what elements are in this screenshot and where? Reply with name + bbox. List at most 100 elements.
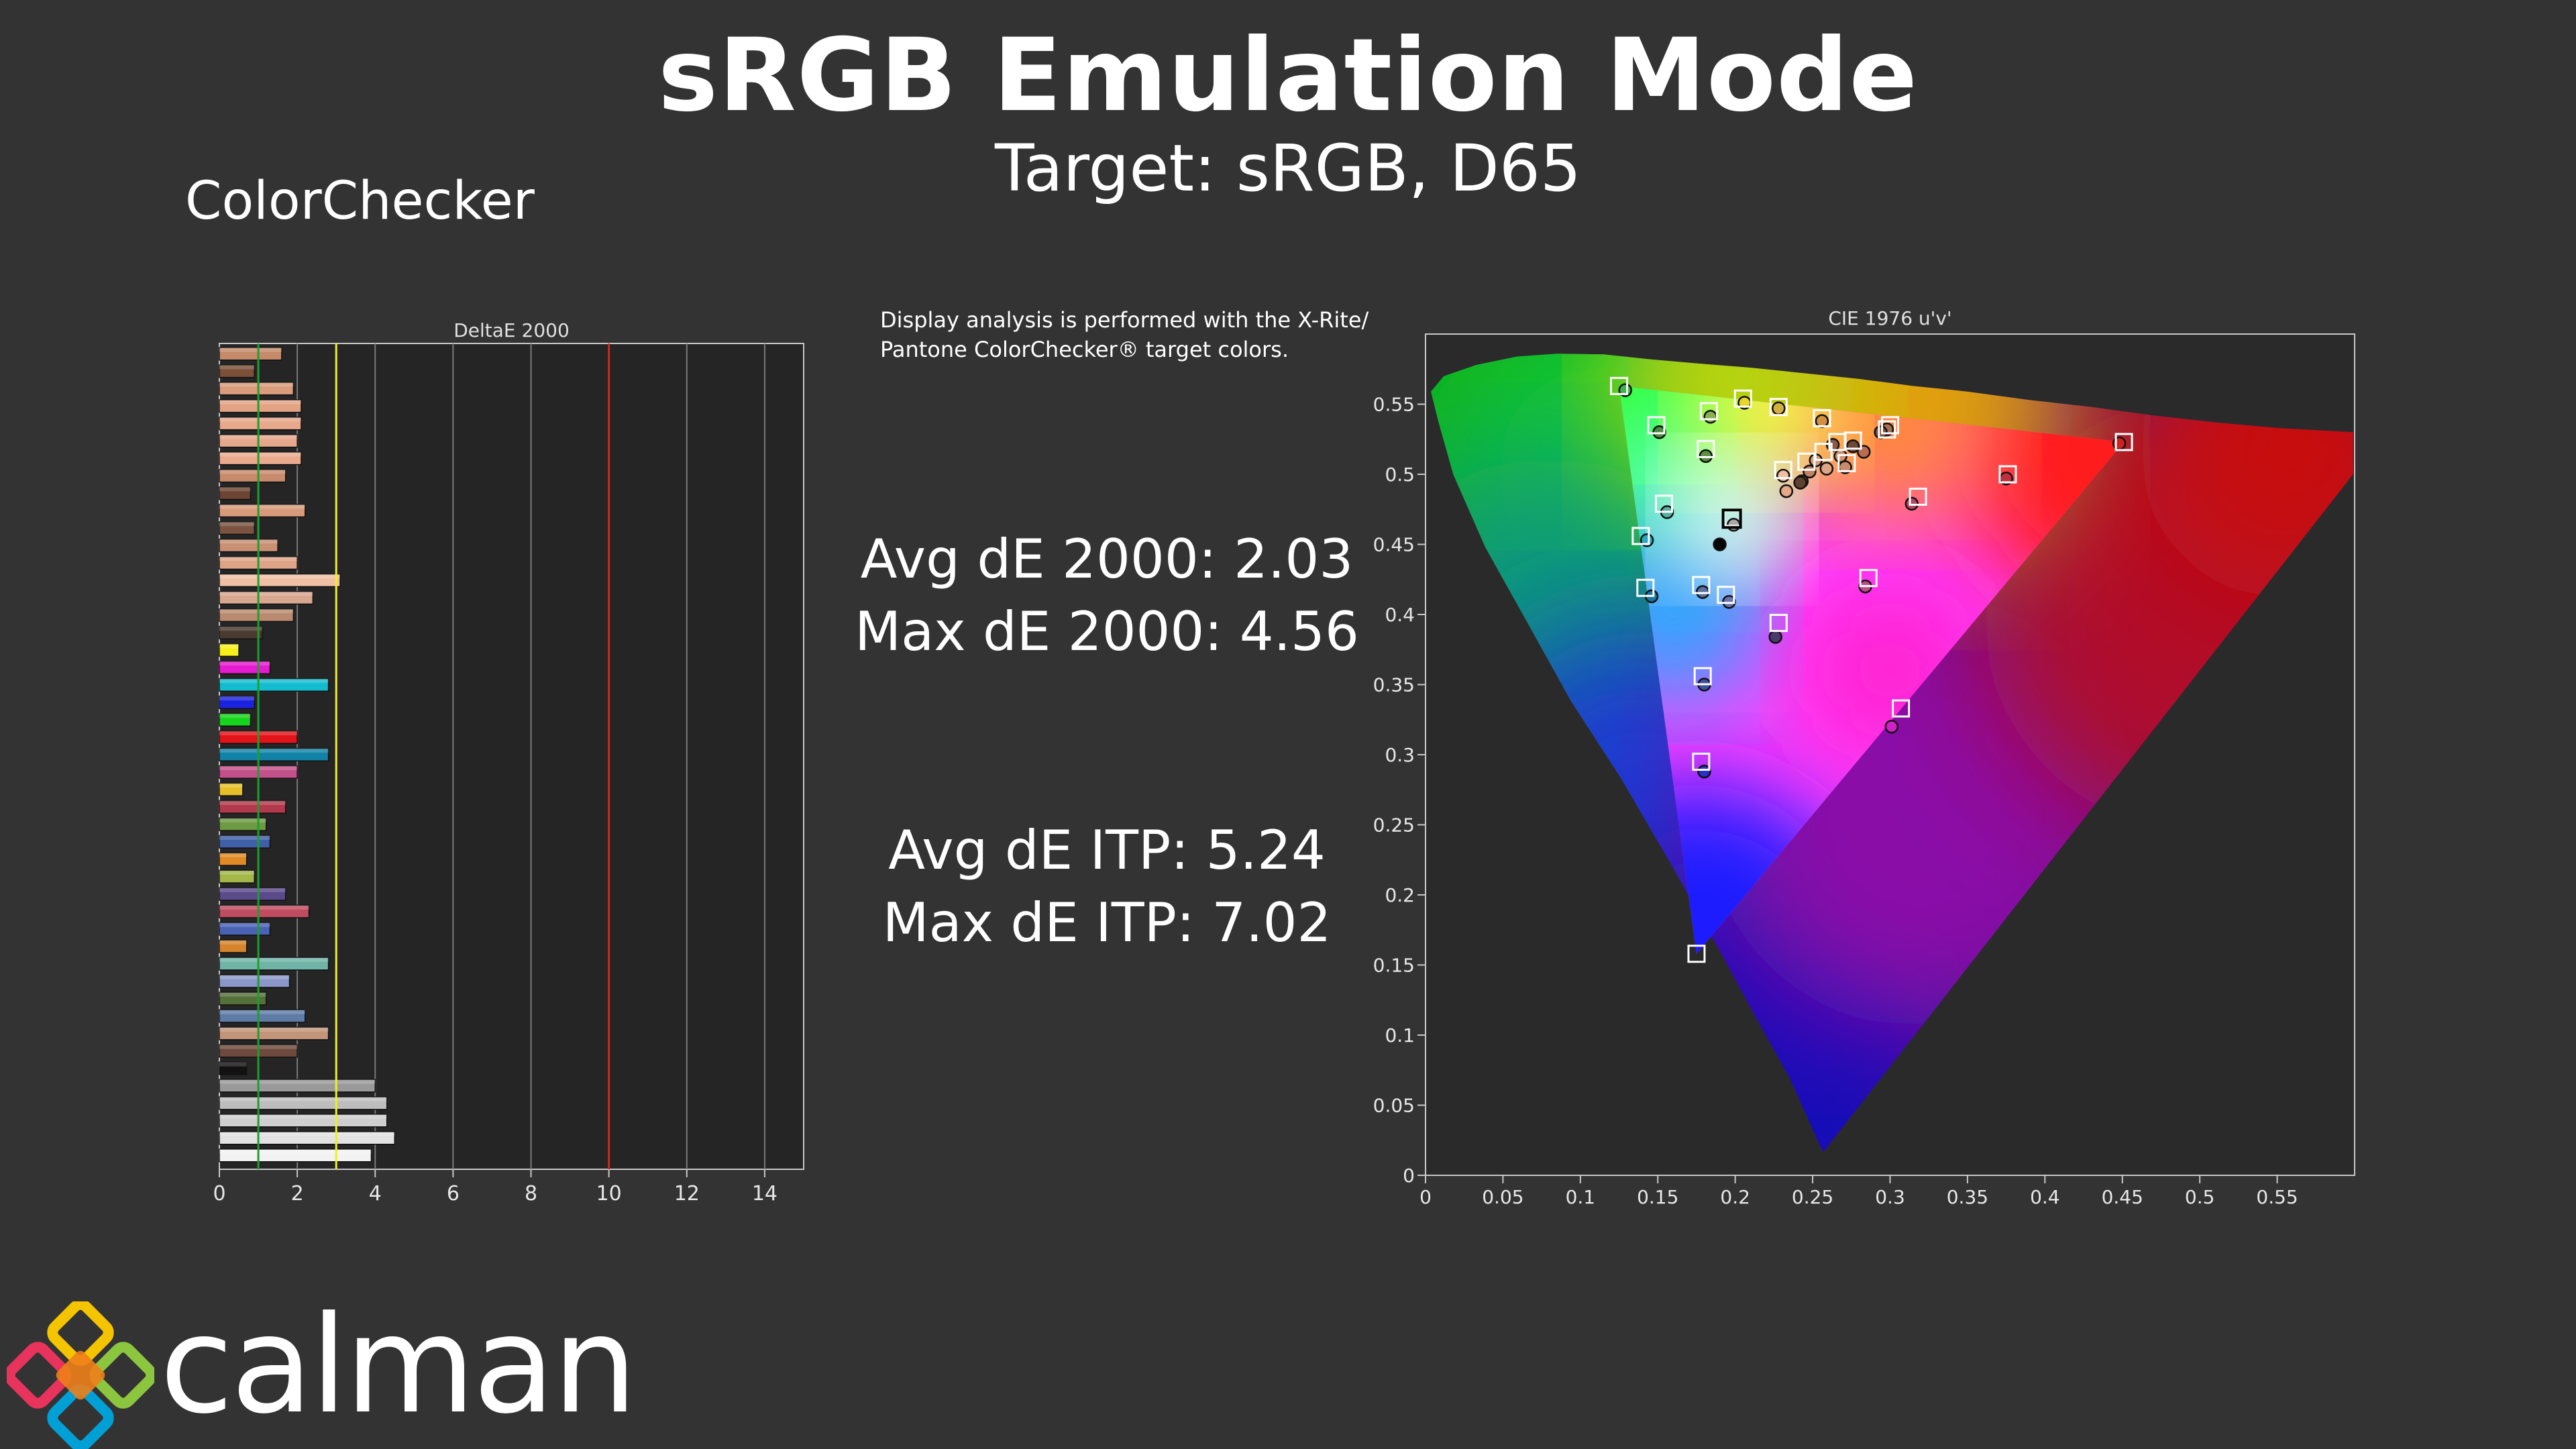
deltae-bar-highlight [219, 1010, 305, 1014]
deltae-bar-highlight [219, 539, 278, 544]
deltae-bar-highlight [219, 1132, 395, 1136]
section-label: ColorChecker [185, 171, 535, 231]
analysis-note: Display analysis is performed with the X… [880, 305, 1390, 364]
analysis-note-line1: Display analysis is performed with the X… [880, 307, 1369, 333]
deltae-bar [219, 469, 286, 483]
deltae-tick-label: 2 [291, 1182, 304, 1205]
deltae-bar-highlight [219, 992, 266, 997]
deltae-bar [219, 1114, 388, 1128]
deltae-bar-highlight [219, 888, 286, 892]
deltae-bar [219, 625, 263, 640]
deltae-bar-highlight [219, 661, 270, 666]
deltae-bar-highlight [219, 364, 255, 370]
deltae-bar [219, 695, 256, 710]
deltae-bar [219, 521, 256, 535]
deltae-bar-highlight [219, 678, 329, 684]
deltae-bar-highlight [219, 835, 270, 840]
deltae-bar-highlight [219, 1149, 372, 1154]
deltae-bar [219, 957, 329, 971]
deltae-bar [219, 939, 248, 953]
deltae-bar [219, 1026, 329, 1040]
deltae-bar-highlight [219, 347, 282, 352]
deltae-bar-highlight [219, 853, 247, 857]
deltae-bar [219, 974, 290, 988]
deltae-bar [219, 573, 341, 588]
deltae-bar-highlight [219, 870, 255, 875]
deltae-bar-highlight [219, 957, 329, 962]
deltae-bar [219, 399, 302, 413]
deltae-bar-highlight [219, 713, 251, 718]
calman-logo-text: calman [160, 1287, 637, 1444]
deltae-bar-highlight [219, 1027, 329, 1032]
deltae-bar-highlight [219, 1097, 387, 1102]
deltae-bar [219, 991, 267, 1006]
deltae-bar [219, 817, 267, 831]
deltae-bar-highlight [219, 800, 286, 805]
deltae-bar-highlight [219, 591, 313, 596]
deltae-bar-highlight [219, 521, 255, 527]
deltae-bar [219, 643, 239, 657]
deltae-bar [219, 1131, 396, 1145]
deltae-bar-highlight [219, 1062, 247, 1067]
deltae-bar-highlight [219, 504, 305, 509]
deltae-bar [219, 539, 278, 553]
deltae-bar [219, 382, 294, 396]
avg-itp: Avg dE ITP: 5.24 [888, 819, 1326, 881]
deltae-bar [219, 800, 286, 814]
deltae-bar-highlight [219, 783, 243, 788]
deltae-bar-highlight [219, 818, 266, 822]
deltae-bar-highlight [219, 469, 286, 474]
deltae-tick-label: 12 [674, 1182, 700, 1205]
deltae-bar-highlight [219, 975, 290, 979]
calman-logo-icon [7, 1301, 154, 1449]
deltae-bar [219, 486, 252, 500]
deltae-bar [219, 712, 252, 727]
deltae-bar [219, 782, 244, 796]
deltae-bar [219, 417, 302, 431]
deltae-bar-highlight [219, 940, 247, 945]
page-subtitle: Target: sRGB, D65 [995, 131, 1581, 206]
deltae-bar-highlight [219, 905, 309, 910]
deltae-bar-highlight [219, 748, 329, 753]
itp-stats: Avg dE ITP: 5.24 Max dE ITP: 7.02 [845, 814, 1368, 959]
deltae-bar [219, 608, 294, 623]
deltae-bar-highlight [219, 382, 294, 387]
deltae-bar-highlight [219, 1114, 387, 1119]
deltae-bar [219, 678, 329, 692]
deltae-bar [219, 347, 282, 361]
deltae-bar [219, 590, 314, 605]
deltae-bar-highlight [219, 922, 270, 927]
de2000-stats: Avg dE 2000: 2.03 Max dE 2000: 4.56 [845, 523, 1368, 668]
deltae-tick-label: 8 [525, 1182, 537, 1205]
deltae-bar [219, 1009, 306, 1023]
deltae-bar [219, 747, 329, 761]
deltae-bar-highlight [219, 1079, 376, 1084]
deltae-tick-label: 6 [447, 1182, 460, 1205]
deltae-bar-highlight [219, 417, 301, 422]
deltae-bar [219, 451, 302, 466]
deltae-tick-label: 0 [213, 1182, 225, 1205]
deltae-bar-highlight [219, 451, 301, 457]
deltae-bar [219, 869, 256, 883]
deltae-bar [219, 904, 310, 918]
deltae-bar-highlight [219, 696, 255, 701]
deltae-bar [219, 364, 256, 378]
calman-logo: calman [7, 1292, 651, 1449]
deltae-bar-highlight [219, 643, 239, 649]
deltae-chart-title: DeltaE 2000 [453, 319, 570, 341]
deltae-bar-highlight [219, 399, 301, 405]
deltae-tick-label: 4 [369, 1182, 382, 1205]
deltae-bar-highlight [219, 486, 251, 492]
deltae-bar [219, 887, 286, 901]
max-itp: Max dE ITP: 7.02 [882, 892, 1332, 954]
deltae-bar-highlight [219, 574, 341, 579]
max-de2000: Max dE 2000: 4.56 [855, 600, 1359, 663]
deltae-bar-highlight [219, 608, 294, 614]
deltae-bar [219, 1061, 248, 1075]
analysis-note-line2: Pantone ColorChecker® target colors. [880, 337, 1289, 362]
deltae-bar [219, 852, 248, 866]
avg-de2000: Avg dE 2000: 2.03 [860, 528, 1354, 590]
deltae-bar [219, 504, 306, 518]
deltae-tick-label: 14 [752, 1182, 777, 1205]
